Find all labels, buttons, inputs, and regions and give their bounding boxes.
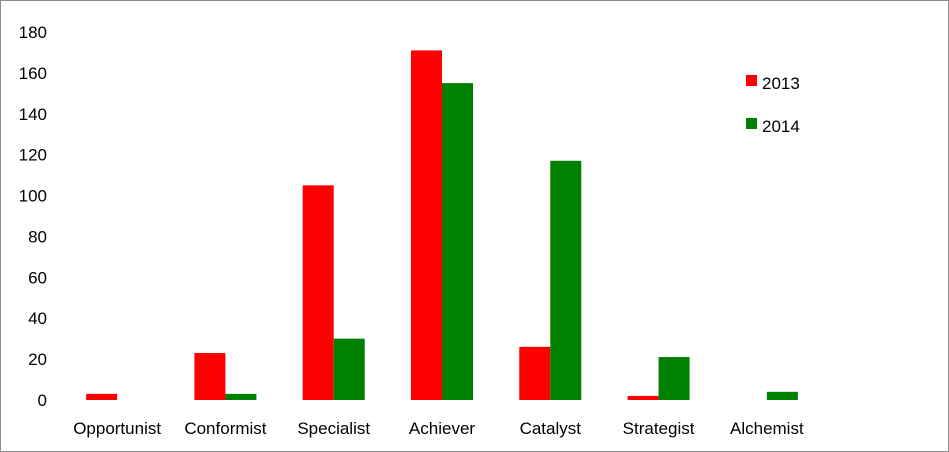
bar-2014-achiever — [442, 83, 473, 400]
x-tick-label: Strategist — [623, 419, 695, 438]
legend-label-2014: 2014 — [762, 117, 800, 136]
y-tick-label: 60 — [28, 268, 47, 287]
bar-2013-conformist — [194, 352, 226, 400]
bar-2013-strategist — [627, 395, 659, 400]
x-tick-label: Specialist — [297, 419, 370, 438]
bar-2014-alchemist — [766, 391, 798, 400]
x-tick-label: Conformist — [184, 419, 266, 438]
y-tick-label: 140 — [19, 105, 47, 124]
x-tick-label: Opportunist — [73, 419, 161, 438]
bar-2013-specialist — [302, 185, 334, 400]
y-tick-label: 20 — [28, 350, 47, 369]
bar-2013-opportunist — [86, 393, 118, 400]
x-tick-label: Catalyst — [520, 419, 582, 438]
y-tick-label: 80 — [28, 227, 47, 246]
x-tick-label: Achiever — [409, 419, 475, 438]
y-tick-label: 100 — [19, 187, 47, 206]
legend-label-2013: 2013 — [762, 74, 800, 93]
x-tick-label: Alchemist — [730, 419, 804, 438]
y-tick-label: 120 — [19, 146, 47, 165]
y-tick-label: 40 — [28, 309, 47, 328]
y-tick-label: 160 — [19, 64, 47, 83]
bar-2014-specialist — [333, 338, 365, 400]
bar-2013-catalyst — [519, 346, 551, 400]
bar-2013-achiever — [411, 50, 442, 401]
legend-swatch-2013 — [746, 75, 757, 86]
bar-2014-conformist — [225, 393, 257, 400]
y-tick-label: 0 — [38, 391, 47, 410]
bar-2014-strategist — [658, 357, 690, 400]
y-tick-label: 180 — [19, 23, 47, 42]
bar-2014-catalyst — [550, 160, 582, 400]
legend-swatch-2014 — [746, 118, 757, 129]
